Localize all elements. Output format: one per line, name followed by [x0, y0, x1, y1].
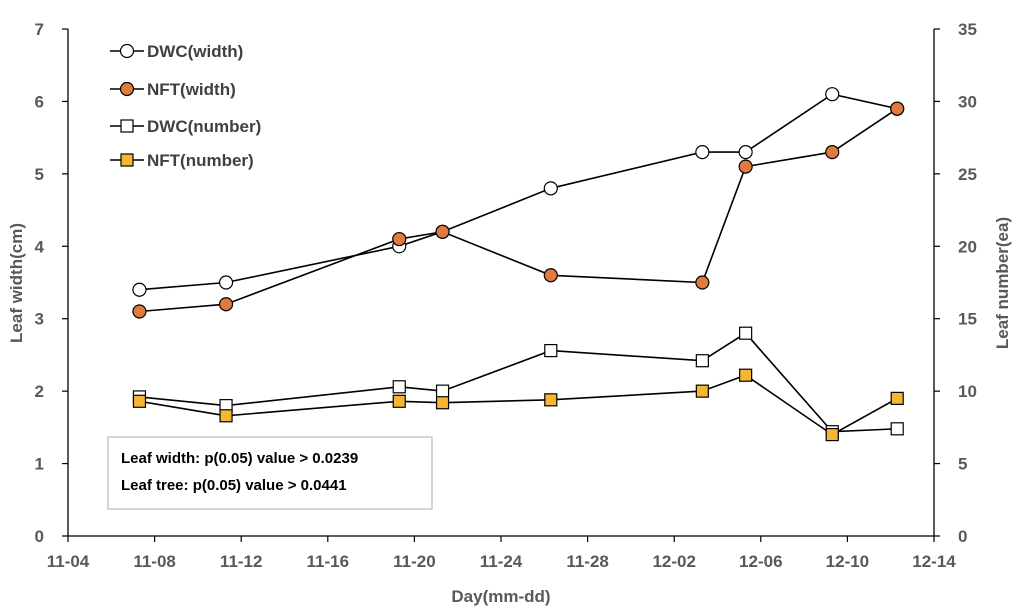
data-point-dwc-width: [543, 181, 558, 196]
series-nft-number: [132, 368, 904, 442]
legend: DWC(width) NFT(width) DWC(number) NFT(nu…: [110, 42, 261, 170]
x-axis-title: Day(mm-dd): [451, 587, 550, 606]
data-point-dwc-width: [825, 87, 840, 102]
legend-item-dwc-width: DWC(width): [110, 42, 243, 61]
y-left-tick-label: 3: [35, 310, 44, 329]
y-left-tick-label: 2: [35, 382, 44, 401]
y-right-tick-label: 5: [958, 455, 967, 474]
data-point-nft-width: [218, 297, 234, 312]
legend-marker-nft-number: [120, 153, 134, 167]
data-point-nft-width: [392, 231, 407, 247]
data-point-nft-number: [890, 391, 904, 405]
data-point-nft-number: [695, 384, 709, 398]
y-left-tick-label: 7: [35, 20, 44, 39]
data-point-dwc-number: [544, 343, 558, 358]
series-line-nft-width: [139, 108, 898, 313]
data-point-dwc-number: [890, 422, 904, 436]
data-point-nft-number: [544, 393, 558, 407]
y-right-tick-label: 20: [958, 237, 977, 256]
y-left-tick-label: 6: [35, 92, 44, 111]
legend-label-nft-number: NFT(number): [147, 151, 254, 170]
x-tick-label: 11-24: [480, 552, 523, 571]
y-left-axis-title: Leaf width(cm): [7, 223, 26, 343]
data-point-dwc-width: [132, 282, 147, 297]
series-nft-width: [132, 101, 905, 319]
stats-annotation-box: Leaf width: p(0.05) value > 0.0239 Leaf …: [107, 436, 433, 510]
y-right-tick-label: 30: [958, 92, 977, 111]
x-tick-label: 12-10: [826, 552, 869, 571]
data-point-dwc-number: [739, 326, 753, 340]
legend-marker-nft-width: [119, 81, 135, 97]
data-point-nft-width: [738, 159, 753, 174]
y-left-tick-label: 4: [35, 237, 45, 256]
y-right-axis-title: Leaf number(ea): [993, 217, 1012, 349]
legend-marker-dwc-width: [119, 43, 135, 59]
legend-label-dwc-number: DWC(number): [147, 117, 261, 136]
data-point-nft-number: [219, 409, 233, 423]
data-point-nft-number: [739, 368, 753, 382]
data-point-nft-width: [695, 275, 710, 290]
y-right-tick-label: 35: [958, 20, 977, 39]
data-point-dwc-width: [218, 275, 234, 290]
data-point-dwc-width: [738, 145, 753, 160]
data-point-nft-number: [435, 396, 450, 410]
x-tick-label: 11-20: [393, 552, 436, 571]
data-point-nft-width: [543, 268, 558, 283]
x-tick-label: 11-16: [307, 552, 350, 571]
data-point-nft-number: [825, 428, 839, 442]
data-point-nft-number: [132, 394, 147, 408]
series-line-nft-number: [139, 374, 898, 436]
series-layer: [132, 87, 905, 442]
data-point-nft-number: [392, 394, 406, 408]
y-right-tick-label: 10: [958, 382, 977, 401]
legend-item-dwc-number: DWC(number): [110, 117, 261, 136]
data-point-nft-width: [435, 224, 450, 239]
y-left-tick-label: 5: [35, 165, 44, 184]
axes: 11-04 11-08 11-12 11-16 11-20 11-24 11-28 12-02…: [35, 20, 977, 571]
data-point-dwc-number: [392, 380, 406, 394]
x-tick-label: 12-02: [652, 552, 695, 571]
annotation-leaf-tree: Leaf tree: p(0.05) value > 0.0441: [121, 477, 347, 494]
legend-label-dwc-width: DWC(width): [147, 42, 243, 61]
y-right-tick-label: 25: [958, 165, 977, 184]
y-left-tick-label: 0: [35, 527, 44, 546]
y-right-tick-label: 15: [958, 310, 977, 329]
x-tick-label: 11-08: [133, 552, 176, 571]
legend-marker-dwc-number: [120, 119, 134, 133]
data-point-nft-width: [132, 304, 147, 319]
series-dwc-number: [132, 326, 904, 439]
y-right-tick-label: 0: [958, 527, 967, 546]
series-line-dwc-number: [139, 332, 898, 433]
data-point-nft-width: [825, 145, 840, 160]
legend-item-nft-width: NFT(width): [110, 80, 236, 99]
x-tick-label: 11-12: [220, 552, 263, 571]
data-point-nft-width: [890, 101, 905, 116]
x-tick-label: 12-06: [739, 552, 782, 571]
data-point-dwc-number: [695, 354, 709, 368]
x-tick-label: 11-04: [47, 552, 90, 571]
x-tick-label: 12-14: [912, 552, 956, 571]
data-point-dwc-width: [695, 145, 710, 160]
x-tick-label: 11-28: [566, 552, 609, 571]
annotation-leaf-width: Leaf width: p(0.05) value > 0.0239: [121, 450, 358, 467]
legend-item-nft-number: NFT(number): [110, 151, 254, 170]
y-left-tick-label: 1: [35, 455, 44, 474]
legend-label-nft-width: NFT(width): [147, 80, 236, 99]
data-point-dwc-number: [435, 384, 450, 398]
